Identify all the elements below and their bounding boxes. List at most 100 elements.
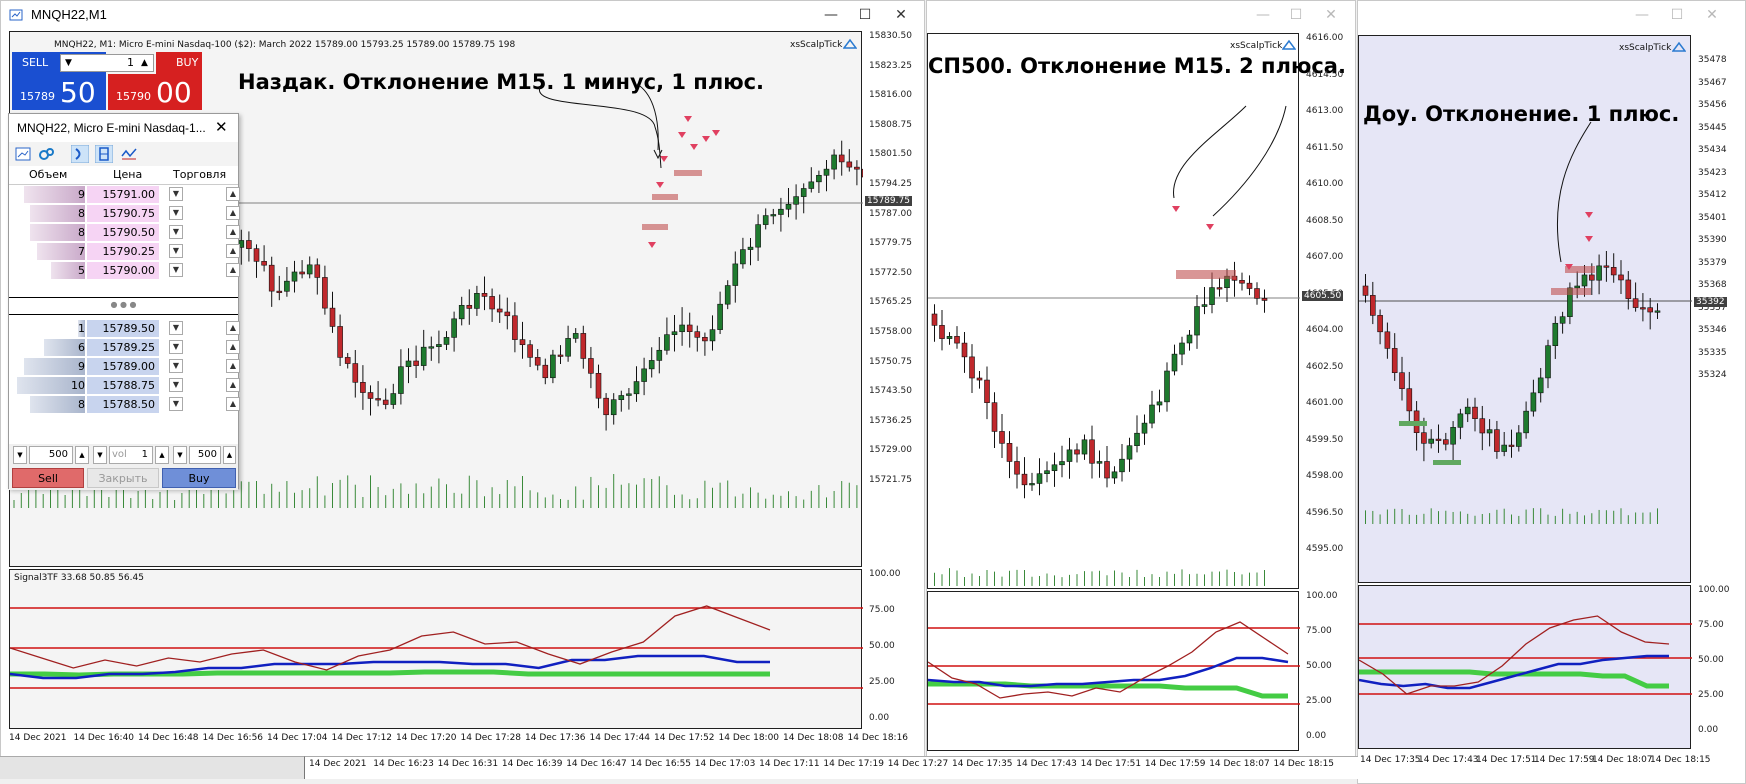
oscillator-line	[10, 605, 771, 671]
lot-left-down[interactable]: ▼	[13, 446, 27, 464]
candle-body	[1406, 388, 1413, 412]
sp500-indicator-axis: 100.00 75.00 50.00 25.00 0.00	[1300, 591, 1355, 751]
close-icon[interactable]: ✕	[895, 7, 907, 23]
signal-line-green	[1359, 669, 1669, 689]
indicator-tick-label: 75.00	[1306, 626, 1332, 636]
buy-limit-icon[interactable]: ▲	[226, 225, 240, 239]
signal-arrow	[1172, 206, 1180, 212]
close-icon[interactable]: ✕	[1325, 7, 1337, 23]
time-tick-label: 14 Dec 17:59	[1534, 755, 1595, 765]
price-tick-label: 4604.00	[1306, 325, 1344, 335]
sp500-indicator-pane[interactable]	[927, 591, 1300, 751]
sell-limit-icon[interactable]: ▼	[169, 397, 183, 411]
buy-limit-icon[interactable]: ▲	[226, 378, 240, 392]
close-icon[interactable]: ✕	[1706, 7, 1718, 23]
properties-icon[interactable]	[39, 146, 55, 162]
buy-limit-icon[interactable]: ▲	[226, 206, 240, 220]
maximize-icon[interactable]: ☐	[1289, 7, 1303, 23]
lot-left-up[interactable]: ▲	[75, 446, 89, 464]
dom-row[interactable]: 7 15790.25 ▼ ▲	[11, 243, 243, 262]
candle-body	[1126, 445, 1133, 460]
sell-limit-icon[interactable]: ▼	[169, 321, 183, 335]
sell-limit-icon[interactable]: ▼	[169, 187, 183, 201]
vol-value: 1	[141, 449, 148, 460]
candle-body	[1581, 274, 1588, 287]
dom-row[interactable]: 8 15790.50 ▼ ▲	[11, 224, 243, 243]
dom-row[interactable]: 10 15788.75 ▼ ▲	[11, 377, 243, 396]
time-tick-label: 14 Dec 18:08	[783, 733, 844, 743]
buy-limit-icon[interactable]: ▲	[226, 187, 240, 201]
price-tick-label: 35423	[1698, 167, 1727, 178]
sell-limit-icon[interactable]: ▼	[169, 378, 183, 392]
candle-body	[633, 381, 640, 395]
lot-right-field[interactable]: 500	[189, 446, 221, 464]
dom-row[interactable]: 8 15790.75 ▼ ▲	[11, 205, 243, 224]
vol-up[interactable]: ▲	[155, 446, 169, 464]
maximize-icon[interactable]: ☐	[858, 7, 872, 23]
window-titlebar-sp500[interactable]: — ☐ ✕	[927, 1, 1355, 29]
buy-limit-icon[interactable]: ▲	[226, 263, 240, 277]
buy-limit-icon[interactable]: ▲	[226, 321, 240, 335]
dom-row[interactable]: 9 15789.00 ▼ ▲	[11, 358, 243, 377]
lot-down-icon[interactable]: ▼	[65, 58, 72, 68]
sell-limit-icon[interactable]: ▼	[169, 244, 183, 258]
sell-limit-icon[interactable]: ▼	[169, 359, 183, 373]
time-tick-label: 14 Dec 18:07	[1209, 759, 1270, 769]
price-tick-label: 15779.75	[869, 238, 912, 249]
bottom-scrollbar[interactable]	[0, 756, 304, 779]
price-tick-label: 35434	[1698, 145, 1727, 155]
sell-button[interactable]: SELL 15789 50	[12, 52, 106, 110]
scroll-center-icon[interactable]	[71, 145, 89, 163]
maximize-icon[interactable]: ☐	[1670, 7, 1684, 23]
dom-titlebar[interactable]: MNQH22, Micro E-mini Nasdaq-1... ✕	[9, 114, 238, 142]
sell-limit-icon[interactable]: ▼	[169, 340, 183, 354]
candle-body	[504, 311, 511, 317]
ticks-icon[interactable]	[121, 146, 137, 162]
lot-up-icon[interactable]: ▲	[141, 58, 148, 68]
nasdaq-indicator-pane[interactable]: Signal3TF 33.68 50.85 56.45	[9, 569, 863, 729]
lot-left-field[interactable]: 500	[29, 446, 73, 464]
candle-body	[1574, 285, 1580, 289]
candle-body	[747, 246, 754, 250]
dow-indicator-pane[interactable]	[1358, 585, 1692, 749]
lot-right-up[interactable]: ▲	[223, 446, 236, 464]
buy-limit-icon[interactable]: ▲	[226, 359, 240, 373]
dom-row[interactable]: 8 15788.50 ▼ ▲	[11, 396, 243, 415]
sell-limit-icon[interactable]: ▼	[169, 206, 183, 220]
buy-limit-icon[interactable]: ▲	[226, 244, 240, 258]
sell-limit-icon[interactable]: ▼	[169, 225, 183, 239]
col-price: Цена	[113, 168, 143, 181]
provider-label: xsScalpTick	[1230, 41, 1283, 51]
close-icon[interactable]: ✕	[215, 118, 228, 136]
minimize-icon[interactable]: —	[824, 7, 838, 23]
vol-field[interactable]: vol 1	[109, 446, 153, 464]
candle-body	[1457, 413, 1464, 428]
dow-main-chart[interactable]: xsScalpTick Доу. Отклонение. 1 плюс.	[1358, 35, 1692, 583]
dom-row[interactable]: 6 15789.25 ▼ ▲	[11, 339, 243, 358]
window-titlebar[interactable]: MNQH22,M1 — ☐ ✕	[1, 1, 924, 29]
minimize-icon[interactable]: —	[1635, 7, 1649, 23]
sp500-main-chart[interactable]: xsScalpTick СП500. Отклонение M15. 2 плю…	[927, 33, 1346, 589]
candle-body	[755, 224, 761, 248]
layout-icon[interactable]	[95, 145, 113, 163]
window-titlebar-dow[interactable]: — ☐ ✕	[1358, 1, 1745, 29]
buy-limit-icon[interactable]: ▲	[226, 397, 240, 411]
candle-body	[398, 366, 404, 394]
signal-arrow	[712, 130, 720, 136]
dom-row[interactable]: 5 15790.00 ▼ ▲	[11, 262, 243, 281]
dom-row[interactable]: 1 15789.50 ▼ ▲	[11, 320, 243, 339]
price-tick-label: 15801.50	[869, 149, 912, 160]
lot-right-down[interactable]: ▼	[173, 446, 187, 464]
dom-row[interactable]: 9 15791.00 ▼ ▲	[11, 186, 243, 205]
minimize-icon[interactable]: —	[1256, 7, 1270, 23]
dom-close-button[interactable]: Закрыть	[87, 468, 159, 488]
vol-down[interactable]: ▼	[93, 446, 107, 464]
lot-size-control[interactable]: ▼ 1 ▲	[60, 54, 154, 72]
sell-limit-icon[interactable]: ▼	[169, 263, 183, 277]
buy-button-body[interactable]: 15790 00	[108, 74, 202, 110]
dom-buy-button[interactable]: Buy	[162, 468, 236, 488]
dom-sell-button[interactable]: Sell	[12, 468, 84, 488]
chart-icon[interactable]	[15, 146, 31, 162]
buy-limit-icon[interactable]: ▲	[226, 340, 240, 354]
separator-dots: ● ● ●	[110, 300, 137, 309]
